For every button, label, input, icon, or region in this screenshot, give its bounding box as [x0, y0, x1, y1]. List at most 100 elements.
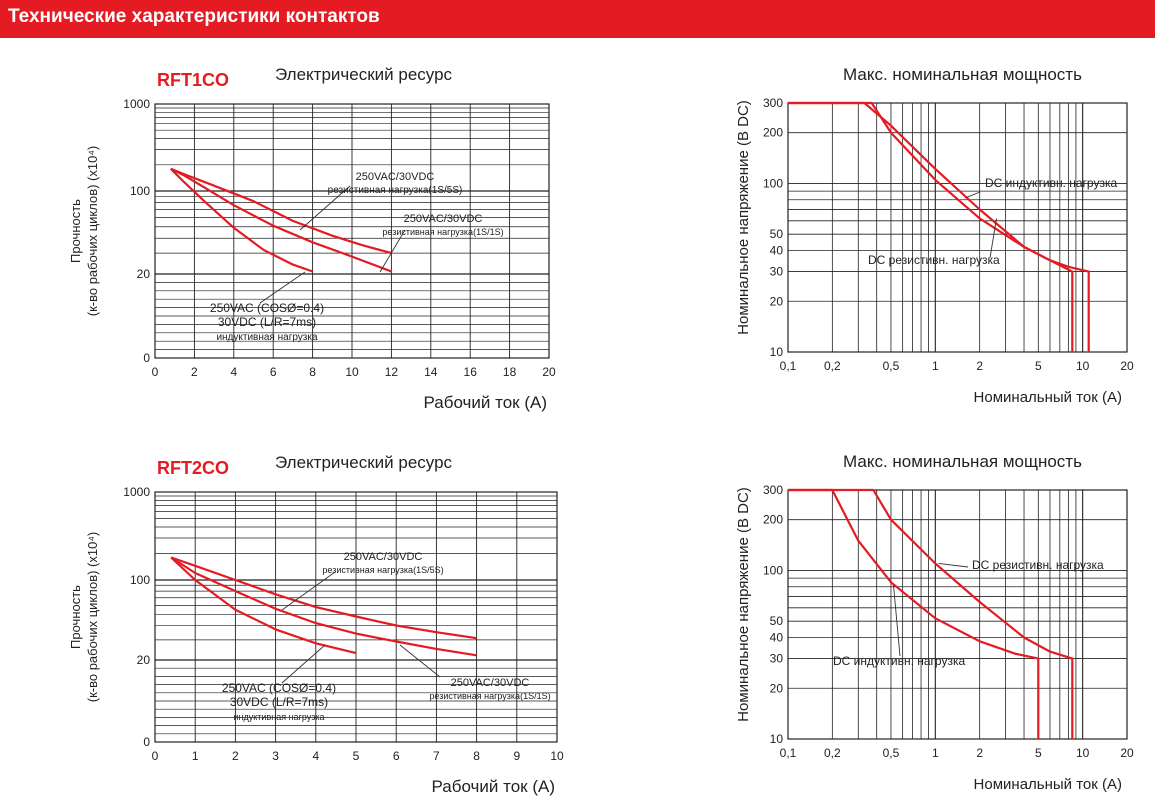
- plot-frame: [787, 102, 1128, 353]
- y-tick-label: 300: [763, 483, 783, 497]
- y-tick-label: 20: [137, 653, 151, 667]
- annotation-text: 30VDC (L/R=7ms): [218, 315, 316, 329]
- x-tick-label: 8: [473, 749, 480, 763]
- x-tick-label: 2: [232, 749, 239, 763]
- y-tick-label: 30: [770, 265, 784, 279]
- series-line-3: [170, 556, 357, 655]
- legend-leader: [965, 191, 981, 199]
- x-tick-label: 10: [1076, 746, 1090, 760]
- x-axis-label: Рабочий ток (A): [424, 393, 548, 412]
- annotation-text: резистивная нагрузка(1S/1S): [382, 227, 503, 237]
- plot-frame: [787, 489, 1128, 740]
- annotation-leader: [379, 229, 406, 273]
- y-tick-label: 20: [770, 681, 784, 695]
- annotation-text: резистивная нагрузка(1S/5S): [328, 185, 463, 196]
- chart-title: Макс. номинальная мощность: [843, 65, 1082, 84]
- annotation-text: резистивная нагрузка(1S/5S): [322, 565, 443, 575]
- y-tick-label: 100: [763, 563, 783, 577]
- annotation-text: индуктивная нагрузка: [234, 712, 325, 722]
- y-tick-label: 300: [763, 96, 783, 110]
- x-tick-label: 4: [230, 365, 237, 379]
- y-tick-label: 1000: [123, 485, 150, 499]
- x-tick-label: 10: [550, 749, 564, 763]
- series-line-2: [788, 488, 1040, 739]
- y-axis-label: (к-во рабочих циклов) (x10⁴): [85, 532, 100, 703]
- y-tick-label: 40: [770, 244, 784, 258]
- x-tick-label: 10: [1076, 359, 1090, 373]
- series-line-2: [788, 101, 1074, 352]
- legend-label: DC резистивн. нагрузка: [972, 558, 1104, 572]
- series-line-1: [170, 167, 392, 255]
- section-header: Технические характеристики контактов: [0, 0, 1155, 38]
- y-tick-label: 200: [763, 126, 783, 140]
- x-tick-label: 0,2: [824, 359, 841, 373]
- annotation-leader: [399, 644, 441, 678]
- x-tick-label: 0: [152, 749, 159, 763]
- chart-title: Макс. номинальная мощность: [843, 452, 1082, 471]
- x-tick-label: 20: [1120, 746, 1134, 760]
- y-tick-label: 100: [130, 184, 150, 198]
- series-line-3: [170, 168, 313, 273]
- y-axis-label: Прочность: [68, 199, 83, 263]
- section-title: Технические характеристики контактов: [8, 6, 380, 27]
- y-tick-label: 200: [763, 513, 783, 527]
- x-tick-label: 5: [353, 749, 360, 763]
- x-tick-label: 2: [976, 746, 983, 760]
- series-line-2: [170, 167, 392, 273]
- x-tick-label: 14: [424, 365, 438, 379]
- y-tick-label: 40: [770, 631, 784, 645]
- x-axis-label: Рабочий ток (A): [432, 777, 556, 796]
- y-axis-label: Прочность: [68, 585, 83, 649]
- x-tick-label: 0,2: [824, 746, 841, 760]
- annotation-text: индуктивная нагрузка: [216, 332, 318, 343]
- chart-title: Электрический ресурс: [275, 453, 453, 472]
- y-tick-label: 20: [770, 294, 784, 308]
- x-tick-label: 12: [385, 365, 399, 379]
- x-tick-label: 6: [393, 749, 400, 763]
- y-tick-label: 50: [770, 614, 784, 628]
- x-tick-label: 4: [312, 749, 319, 763]
- x-tick-label: 9: [513, 749, 520, 763]
- x-tick-label: 1: [192, 749, 199, 763]
- model-label: RFT2CO: [157, 458, 229, 478]
- y-tick-label: 100: [130, 573, 150, 587]
- series-line-1: [788, 101, 1090, 352]
- annotation-text: 250VAC/30VDC: [451, 677, 530, 689]
- x-tick-label: 6: [270, 365, 277, 379]
- x-tick-label: 7: [433, 749, 440, 763]
- x-tick-label: 5: [1035, 359, 1042, 373]
- annotation-text: резистивная нагрузка(1S/1S): [429, 691, 550, 701]
- annotation-text: 250VAC/30VDC: [404, 213, 483, 225]
- legend-leader: [893, 584, 901, 657]
- y-tick-label: 0: [143, 735, 150, 749]
- annotation-leader: [259, 271, 306, 304]
- y-tick-label: 1000: [123, 97, 150, 111]
- y-tick-label: 50: [770, 227, 784, 241]
- x-tick-label: 18: [503, 365, 517, 379]
- series-line-1: [170, 556, 477, 640]
- x-tick-label: 20: [1120, 359, 1134, 373]
- x-tick-label: 10: [345, 365, 359, 379]
- model-label: RFT1CO: [157, 70, 229, 90]
- y-tick-label: 30: [770, 652, 784, 666]
- legend-label: DC резистивн. нагрузка: [868, 253, 1000, 267]
- x-tick-label: 2: [976, 359, 983, 373]
- x-tick-label: 0,1: [780, 359, 797, 373]
- x-tick-label: 0,5: [883, 746, 900, 760]
- legend-leader: [989, 218, 997, 259]
- x-tick-label: 8: [309, 365, 316, 379]
- annotation-leader: [299, 185, 351, 231]
- y-axis-label: Номинальное напряжение (B DC): [735, 100, 752, 335]
- y-tick-label: 20: [137, 267, 151, 281]
- x-tick-label: 16: [464, 365, 478, 379]
- x-tick-label: 1: [932, 746, 939, 760]
- series-line-1: [788, 488, 1074, 739]
- x-axis-label: Номинальный ток (A): [974, 776, 1122, 793]
- y-tick-label: 100: [763, 176, 783, 190]
- annotation-text: 30VDC (L/R=7ms): [230, 695, 328, 709]
- y-axis-label: (к-во рабочих циклов) (x10⁴): [85, 146, 100, 317]
- y-axis-label: Номинальное напряжение (B DC): [735, 487, 752, 722]
- x-tick-label: 20: [542, 365, 556, 379]
- legend-label: DC индуктивн. нагрузка: [833, 654, 965, 668]
